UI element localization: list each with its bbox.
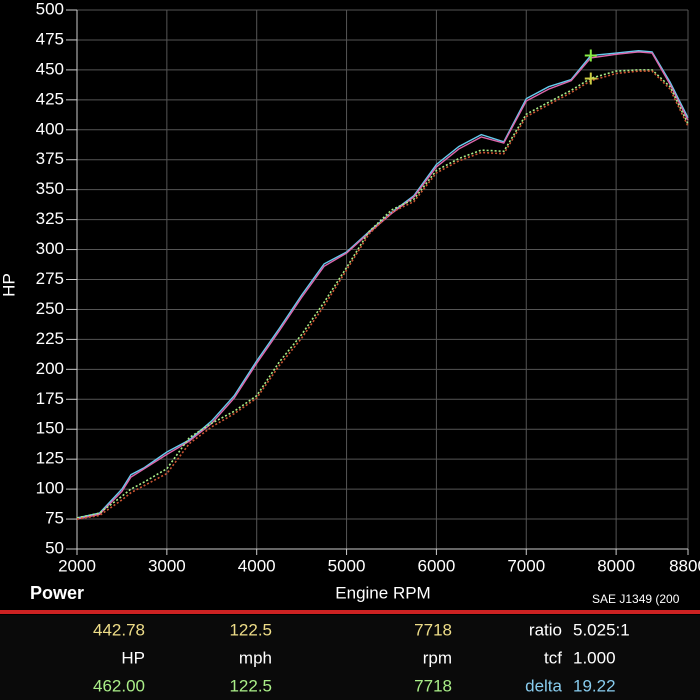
panel-title: Power (30, 583, 84, 603)
y-tick-label: 350 (36, 179, 64, 198)
y-tick-label: 200 (36, 359, 64, 378)
x-tick-label: 5000 (328, 556, 366, 575)
readout-value: ratio (529, 620, 562, 639)
y-tick-label: 475 (36, 29, 64, 48)
y-tick-label: 250 (36, 299, 64, 318)
y-tick-label: 450 (36, 59, 64, 78)
x-tick-label: 8800 (669, 556, 700, 575)
y-tick-label: 75 (45, 509, 64, 528)
y-axis-label: HP (0, 273, 18, 297)
readout-value: 122.5 (229, 620, 272, 639)
y-tick-label: 300 (36, 239, 64, 258)
readout-panel (0, 615, 700, 700)
y-tick-label: 100 (36, 479, 64, 498)
x-tick-label: 3000 (148, 556, 186, 575)
x-tick-label: 7000 (507, 556, 545, 575)
readout-value: tcf (544, 648, 562, 667)
y-tick-label: 400 (36, 119, 64, 138)
readout-value: 5.025:1 (573, 620, 630, 639)
power-curve (76, 69, 689, 519)
readout-value: 7718 (414, 620, 452, 639)
y-tick-label: 225 (36, 329, 64, 348)
x-tick-label: 2000 (58, 556, 96, 575)
x-axis-label: Engine RPM (335, 583, 430, 602)
readout-value: 1.000 (573, 648, 616, 667)
y-tick-label: 425 (36, 89, 64, 108)
x-tick-label: 4000 (238, 556, 276, 575)
readout-value: 122.5 (229, 676, 272, 695)
y-tick-label: 125 (36, 449, 64, 468)
readout-value: 7718 (414, 676, 452, 695)
readout-value: delta (525, 676, 562, 695)
readout-value: 462.00 (93, 676, 145, 695)
y-tick-label: 375 (36, 149, 64, 168)
x-tick-label: 8000 (597, 556, 635, 575)
power-curve (76, 51, 689, 520)
readout-value: mph (239, 648, 272, 667)
y-tick-label: 500 (36, 0, 64, 18)
readout-value: 442.78 (93, 620, 145, 639)
y-tick-label: 175 (36, 389, 64, 408)
standard-label: SAE J1349 (200 (592, 592, 680, 606)
y-tick-label: 50 (45, 538, 64, 557)
y-tick-label: 275 (36, 269, 64, 288)
x-tick-label: 6000 (417, 556, 455, 575)
y-tick-label: 150 (36, 419, 64, 438)
readout-value: rpm (423, 648, 452, 667)
readout-value: HP (121, 648, 145, 667)
readout-value: 19.22 (573, 676, 616, 695)
y-tick-label: 325 (36, 209, 64, 228)
